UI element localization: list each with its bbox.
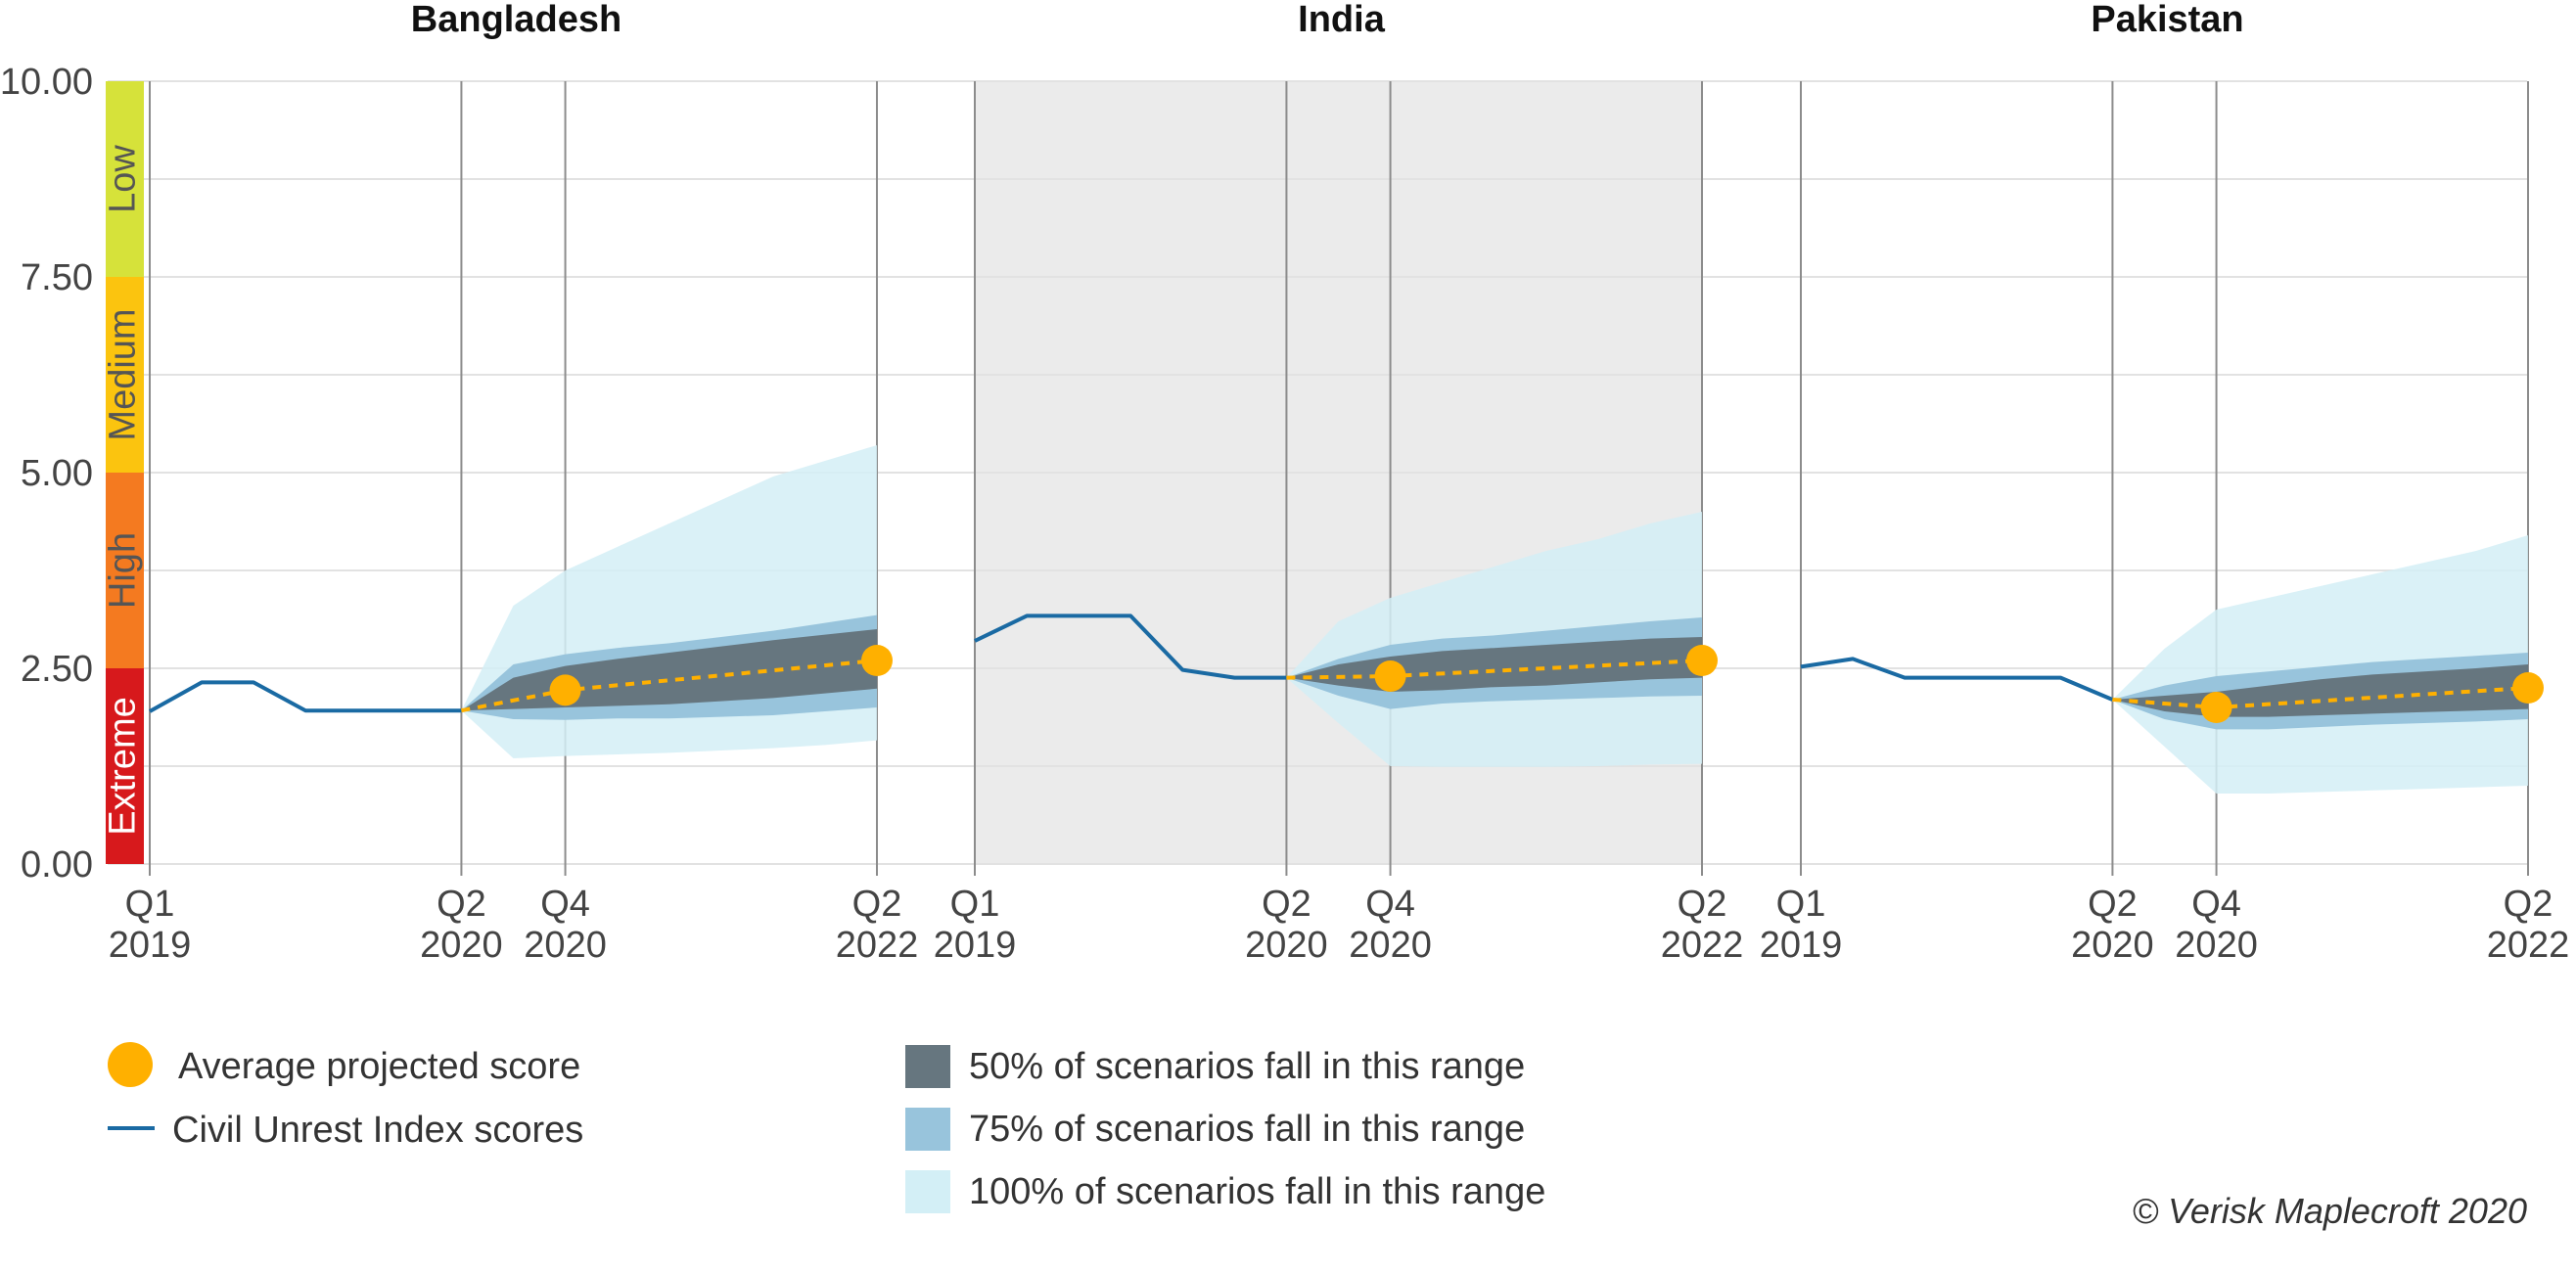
legend-50-label: 50% of scenarios fall in this range (969, 1046, 1525, 1087)
x-tick-quarter: Q2 (437, 884, 486, 925)
panel-title: Bangladesh (411, 0, 621, 40)
average-projected-point (2200, 692, 2232, 723)
x-tick-year: 2022 (1661, 925, 1744, 966)
legend-100-swatch (905, 1170, 950, 1213)
legend-index-label: Civil Unrest Index scores (172, 1110, 583, 1151)
risk-band-high (106, 473, 144, 668)
legend-50-swatch (905, 1045, 950, 1088)
average-projected-point (861, 645, 893, 676)
panel-title: India (1298, 0, 1386, 40)
risk-band-extreme (106, 668, 144, 864)
x-tick-year: 2022 (2487, 925, 2570, 966)
x-tick-year: 2020 (420, 925, 503, 966)
y-tick-label: 2.50 (21, 649, 93, 690)
risk-band-low (106, 81, 144, 277)
index-score-line (149, 680, 462, 713)
x-tick-quarter: Q1 (1776, 884, 1826, 925)
legend: Average projected score Civil Unrest Ind… (108, 1042, 1545, 1213)
x-tick-quarter: Q2 (2088, 884, 2138, 925)
legend-average-marker (108, 1042, 153, 1087)
x-tick-quarter: Q2 (1262, 884, 1311, 925)
x-tick-year: 2022 (836, 925, 919, 966)
average-projected-point (549, 674, 581, 706)
x-tick-year: 2019 (109, 925, 192, 966)
legend-75-swatch (905, 1108, 950, 1151)
y-tick-label: 0.00 (21, 844, 93, 886)
y-tick-label: 7.50 (21, 257, 93, 298)
x-tick-year: 2020 (1349, 925, 1432, 966)
panels-layer: BangladeshQ12019Q22020Q42020Q22022IndiaQ… (108, 0, 2569, 966)
risk-band-label: Extreme (103, 697, 144, 835)
legend-average-label: Average projected score (178, 1046, 580, 1087)
risk-band-label: Medium (103, 308, 144, 440)
risk-band-bar: Extreme High Medium Low (103, 81, 144, 864)
average-projected-point (2512, 672, 2544, 704)
x-tick-year: 2019 (1760, 925, 1843, 966)
panel-title: Pakistan (2091, 0, 2243, 40)
x-tick-quarter: Q2 (852, 884, 902, 925)
legend-100-label: 100% of scenarios fall in this range (969, 1171, 1545, 1212)
y-tick-label: 5.00 (21, 453, 93, 494)
index-score-line (1800, 657, 2114, 702)
risk-band-label: Low (103, 145, 144, 213)
x-tick-year: 2020 (1245, 925, 1328, 966)
x-tick-quarter: Q4 (2191, 884, 2241, 925)
x-tick-year: 2020 (2071, 925, 2154, 966)
risk-band-medium (106, 277, 144, 473)
copyright-note: © Verisk Maplecroft 2020 (2133, 1191, 2527, 1231)
x-tick-quarter: Q1 (125, 884, 175, 925)
y-axis: 0.00 2.50 5.00 7.50 10.00 (0, 62, 93, 886)
x-tick-quarter: Q4 (1365, 884, 1415, 925)
x-tick-year: 2020 (2175, 925, 2258, 966)
x-tick-quarter: Q1 (950, 884, 1000, 925)
average-projected-point (1686, 645, 1718, 676)
x-tick-year: 2019 (934, 925, 1017, 966)
x-tick-quarter: Q2 (2504, 884, 2553, 925)
x-tick-quarter: Q2 (1678, 884, 1727, 925)
index-score-line (974, 614, 1287, 680)
x-tick-year: 2020 (524, 925, 607, 966)
x-tick-quarter: Q4 (540, 884, 590, 925)
y-tick-label: 10.00 (0, 62, 93, 103)
average-projected-point (1374, 660, 1406, 692)
legend-75-label: 75% of scenarios fall in this range (969, 1109, 1525, 1150)
risk-band-label: High (103, 532, 144, 609)
